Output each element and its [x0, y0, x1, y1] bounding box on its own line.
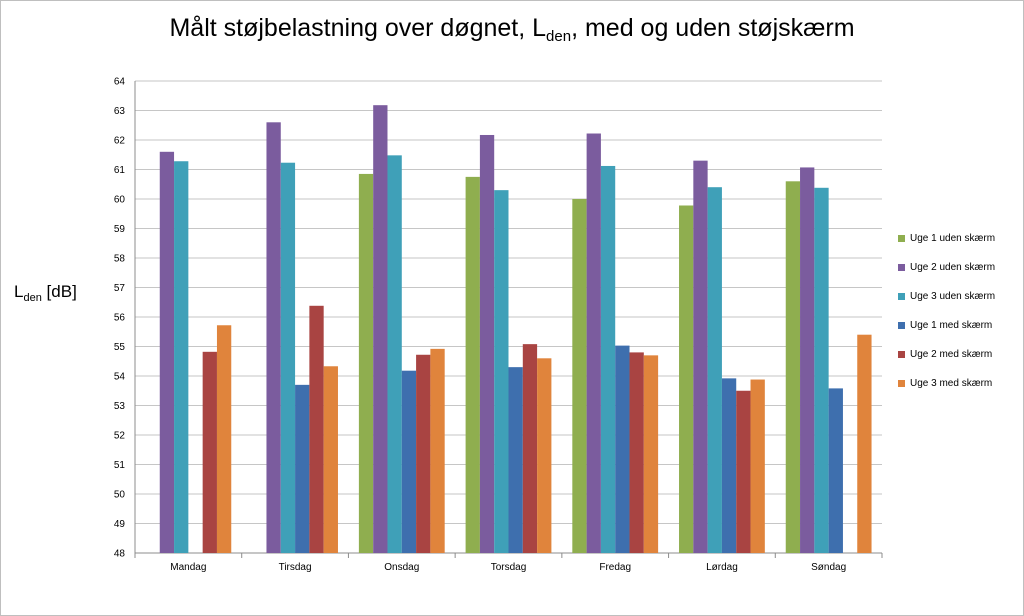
bar-uge-2-med-skærm	[416, 354, 431, 553]
bar-uge-2-med-skærm	[309, 305, 324, 553]
y-tick-label: 61	[114, 165, 126, 176]
y-tick-label: 49	[114, 519, 126, 530]
x-tick-label: Mandag	[170, 562, 206, 573]
bar-uge-3-med-skærm	[537, 358, 552, 553]
y-tick-label: 62	[114, 136, 126, 147]
bar-uge-3-med-skærm	[857, 334, 872, 553]
legend-item: Uge 1 med skærm	[898, 311, 995, 340]
legend-label: Uge 2 med skærm	[910, 349, 993, 360]
bar-uge-1-uden-skærm	[358, 173, 374, 554]
bar-uge-3-uden-skærm	[174, 161, 189, 554]
bar-uge-1-med-skærm	[828, 388, 843, 553]
legend-swatch	[898, 322, 905, 329]
legend-label: Uge 1 med skærm	[910, 320, 993, 331]
bar-uge-2-med-skærm	[736, 390, 751, 553]
bar-uge-3-med-skærm	[216, 325, 232, 553]
bar-uge-3-uden-skærm	[707, 187, 722, 553]
bar-uge-1-med-skærm	[615, 345, 630, 553]
bar-uge-3-uden-skærm	[280, 162, 296, 553]
bar-uge-1-uden-skærm	[465, 176, 480, 553]
bar-uge-1-uden-skærm	[572, 199, 587, 553]
legend-label: Uge 3 uden skærm	[910, 291, 996, 302]
bar-uge-1-uden-skærm	[785, 181, 801, 554]
bar-uge-1-med-skærm	[508, 367, 523, 553]
bar-uge-2-med-skærm	[522, 344, 538, 553]
chart-title: Målt støjbelastning over døgnet, Lden, m…	[169, 14, 855, 45]
legend-item: Uge 1 uden skærm	[898, 224, 995, 253]
bar-uge-2-uden-skærm	[159, 151, 175, 554]
x-tick-label: Torsdag	[491, 562, 527, 573]
y-tick-label: 59	[114, 224, 126, 235]
y-tick-label: 58	[114, 254, 126, 265]
bar-uge-1-med-skærm	[721, 378, 737, 553]
bar-uge-3-med-skærm	[323, 366, 338, 553]
legend-label: Uge 1 uden skærm	[910, 233, 996, 244]
bar-uge-3-uden-skærm	[494, 190, 509, 553]
bar-uge-2-uden-skærm	[800, 167, 815, 553]
x-tick-label: Søndag	[811, 562, 846, 573]
x-tick-label: Fredag	[599, 562, 631, 573]
y-tick-label: 56	[114, 313, 126, 324]
x-tick-label: Onsdag	[384, 562, 419, 573]
y-tick-label: 64	[114, 77, 126, 88]
bar-uge-2-uden-skærm	[479, 134, 495, 554]
bar-uge-2-uden-skærm	[373, 105, 388, 553]
legend-item: Uge 2 uden skærm	[898, 253, 995, 282]
y-tick-label: 54	[114, 372, 126, 383]
bar-uge-2-med-skærm	[202, 351, 217, 553]
legend-swatch	[898, 351, 905, 358]
bar-uge-3-med-skærm	[750, 379, 765, 553]
legend-swatch	[898, 293, 905, 300]
x-tick-label: Tirsdag	[279, 562, 312, 573]
y-tick-label: 50	[114, 490, 126, 501]
bar-uge-3-uden-skærm	[387, 155, 402, 553]
y-tick-label: 63	[114, 106, 126, 117]
bar-uge-3-med-skærm	[430, 348, 445, 553]
x-tick-label: Lørdag	[706, 562, 738, 573]
y-tick-label: 48	[114, 549, 126, 560]
bar-uge-3-uden-skærm	[600, 165, 616, 553]
bar-uge-2-uden-skærm	[266, 122, 281, 554]
chart-legend: Uge 1 uden skærm Uge 2 uden skærm Uge 3 ud…	[898, 224, 995, 398]
legend-swatch	[898, 235, 905, 242]
bar-uge-3-uden-skærm	[814, 187, 829, 554]
y-tick-label: 51	[114, 460, 126, 471]
bar-uge-3-med-skærm	[643, 355, 659, 553]
y-tick-label: 57	[114, 283, 126, 294]
y-tick-label: 55	[114, 342, 126, 353]
bar-uge-2-uden-skærm	[586, 133, 601, 553]
bar-uge-1-med-skærm	[295, 384, 310, 553]
y-axis-label: Lden [dB]	[14, 282, 77, 304]
y-tick-label: 53	[114, 401, 126, 412]
legend-item: Uge 3 uden skærm	[898, 282, 995, 311]
legend-item: Uge 3 med skærm	[898, 369, 995, 398]
y-tick-label: 60	[114, 195, 126, 206]
bar-uge-2-med-skærm	[629, 352, 644, 553]
legend-label: Uge 2 uden skærm	[910, 262, 996, 273]
bar-uge-2-uden-skærm	[693, 160, 708, 553]
bar-uge-1-uden-skærm	[679, 205, 694, 554]
legend-item: Uge 2 med skærm	[898, 340, 995, 369]
legend-swatch	[898, 264, 905, 271]
bar-uge-1-med-skærm	[401, 370, 417, 553]
legend-swatch	[898, 380, 905, 387]
legend-label: Uge 3 med skærm	[910, 378, 993, 389]
y-tick-label: 52	[114, 431, 126, 442]
